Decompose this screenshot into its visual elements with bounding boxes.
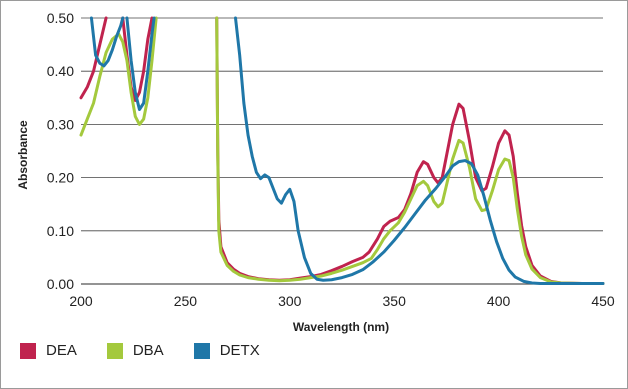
legend-item-detx: DETX: [194, 342, 260, 359]
legend-swatch-detx: [194, 343, 210, 359]
x-tick-label: 400: [487, 293, 511, 309]
legend-label-dea: DEA: [46, 342, 77, 359]
legend-item-dba: DBA: [107, 342, 164, 359]
legend-item-dea: DEA: [20, 342, 77, 359]
legend-swatch-dea: [20, 343, 36, 359]
y-tick-label: 0.30: [47, 116, 74, 132]
x-tick-label: 250: [174, 293, 198, 309]
y-tick-label: 0.50: [47, 10, 74, 26]
legend-label-detx: DETX: [220, 342, 260, 359]
series-line-dea: [217, 18, 603, 283]
legend-label-dba: DBA: [133, 342, 164, 359]
legend-swatch-dba: [107, 343, 123, 359]
y-tick-label: 0.20: [47, 170, 74, 186]
series-line-detx: [236, 18, 603, 283]
x-tick-label: 200: [69, 293, 93, 309]
y-tick-label: 0.10: [47, 223, 74, 239]
series-line-detx: [91, 18, 122, 66]
series-lines: [81, 18, 603, 283]
y-axis-title: Absorbance: [16, 120, 30, 190]
series-line-dba: [217, 18, 603, 283]
x-tick-label: 350: [383, 293, 407, 309]
legend: DEA DBA DETX: [20, 342, 290, 359]
x-tick-labels: 200 250 300 350 400 450: [69, 293, 615, 309]
x-axis-title: Wavelength (nm): [293, 320, 389, 334]
x-tick-label: 300: [278, 293, 302, 309]
y-tick-label: 0.40: [47, 63, 74, 79]
y-tick-labels: 0.00 0.10 0.20 0.30 0.40 0.50: [47, 10, 74, 292]
x-tick-label: 450: [591, 293, 615, 309]
y-tick-label: 0.00: [47, 276, 74, 292]
